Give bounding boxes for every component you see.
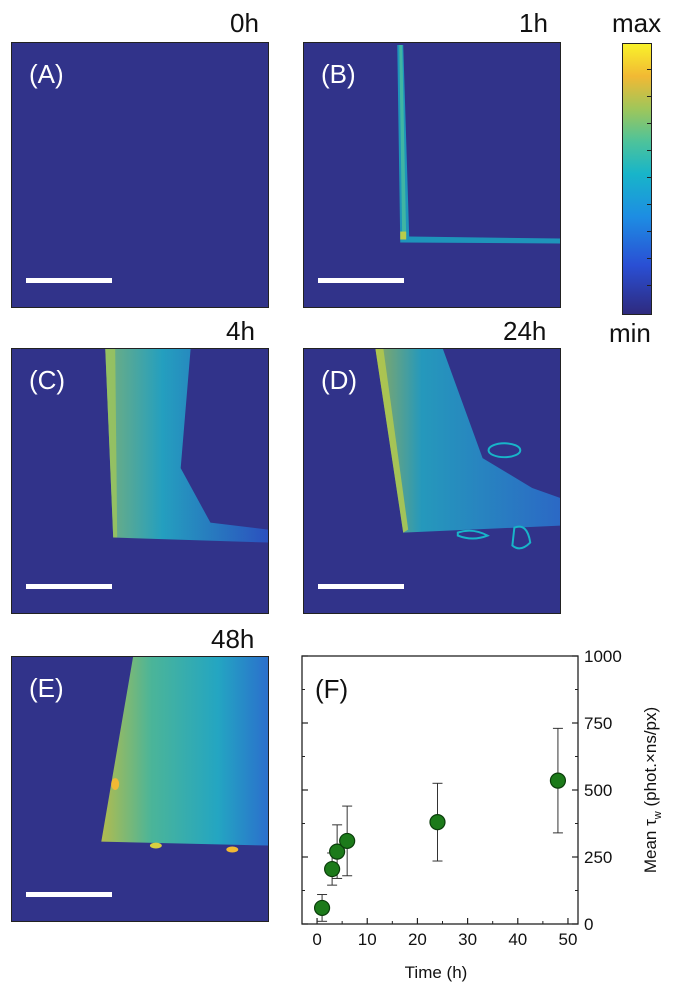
time-label-a: 0h — [230, 8, 259, 38]
panel-d-fluorescence — [375, 349, 560, 550]
y-axis-label: Mean τw (phot.×ns/px) — [641, 707, 664, 873]
time-label-c: 4h — [226, 316, 255, 346]
panel-d-scale-bar — [318, 584, 404, 589]
panel-c-scale-bar — [26, 584, 112, 589]
panel-a-letter: (A) — [29, 59, 64, 89]
panel-b-letter: (B) — [321, 59, 356, 89]
time-label-b: 1h — [519, 8, 548, 38]
time-label-d: 24h — [503, 316, 547, 346]
colorbar — [622, 43, 652, 315]
panel-b-image: (B) — [303, 42, 561, 308]
panel-b-scale-bar — [318, 278, 404, 283]
panel-d-image: (D) — [303, 348, 561, 614]
panel-d-letter: (D) — [321, 365, 358, 395]
panel-c-fluorescence — [105, 349, 268, 543]
data-point — [329, 843, 346, 860]
panel-b-fluorescence — [397, 45, 560, 244]
y-tick-label: 500 — [584, 781, 612, 800]
x-axis: 0 10 20 30 40 50 — [312, 918, 577, 949]
x-tick-label: 20 — [408, 930, 427, 949]
y-tick-label: 250 — [584, 848, 612, 867]
y-axis: 0 250 500 750 1000 — [302, 647, 622, 934]
x-tick-label: 0 — [312, 930, 321, 949]
data-point — [339, 832, 356, 850]
panel-f-letter: (F) — [315, 674, 348, 704]
data-point — [324, 860, 341, 878]
panel-a-scale-bar — [26, 278, 112, 283]
colorbar-min-label: min — [609, 318, 651, 348]
data-point — [429, 814, 446, 831]
x-tick-label: 40 — [508, 930, 527, 949]
panel-a-image: (A) — [11, 42, 269, 308]
panel-c-letter: (C) — [29, 365, 66, 395]
data-point — [313, 899, 331, 917]
panel-c-image: (C) — [11, 348, 269, 614]
y-tick-label: 750 — [584, 714, 612, 733]
x-tick-label: 30 — [458, 930, 477, 949]
colorbar-max-label: max — [612, 8, 662, 38]
y-tick-label: 0 — [584, 915, 593, 934]
y-tick-label: 1000 — [584, 647, 622, 666]
x-tick-label: 10 — [358, 930, 377, 949]
panel-e-scale-bar — [26, 892, 112, 897]
panel-e-fluorescence — [101, 657, 268, 853]
time-label-e: 48h — [211, 624, 255, 654]
data-point — [549, 772, 567, 789]
panel-e-image: (E) — [11, 656, 269, 922]
x-axis-label: Time (h) — [405, 963, 468, 982]
panel-e-letter: (E) — [29, 673, 64, 703]
x-tick-label: 50 — [559, 930, 578, 949]
data-points — [313, 772, 567, 917]
